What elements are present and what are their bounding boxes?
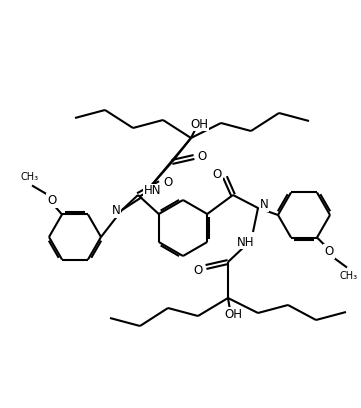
Text: OH: OH	[190, 118, 208, 131]
Text: O: O	[197, 151, 206, 164]
Text: N: N	[112, 204, 120, 217]
Text: HN: HN	[144, 184, 162, 197]
Text: CH₃: CH₃	[21, 173, 39, 182]
Text: CH₃: CH₃	[340, 271, 358, 281]
Text: NH: NH	[237, 235, 255, 248]
Text: O: O	[193, 264, 203, 277]
Text: N: N	[260, 199, 268, 211]
Text: OH: OH	[224, 308, 242, 321]
Text: O: O	[325, 245, 334, 258]
Text: O: O	[164, 175, 173, 188]
Text: O: O	[212, 169, 222, 182]
Text: O: O	[47, 194, 57, 207]
